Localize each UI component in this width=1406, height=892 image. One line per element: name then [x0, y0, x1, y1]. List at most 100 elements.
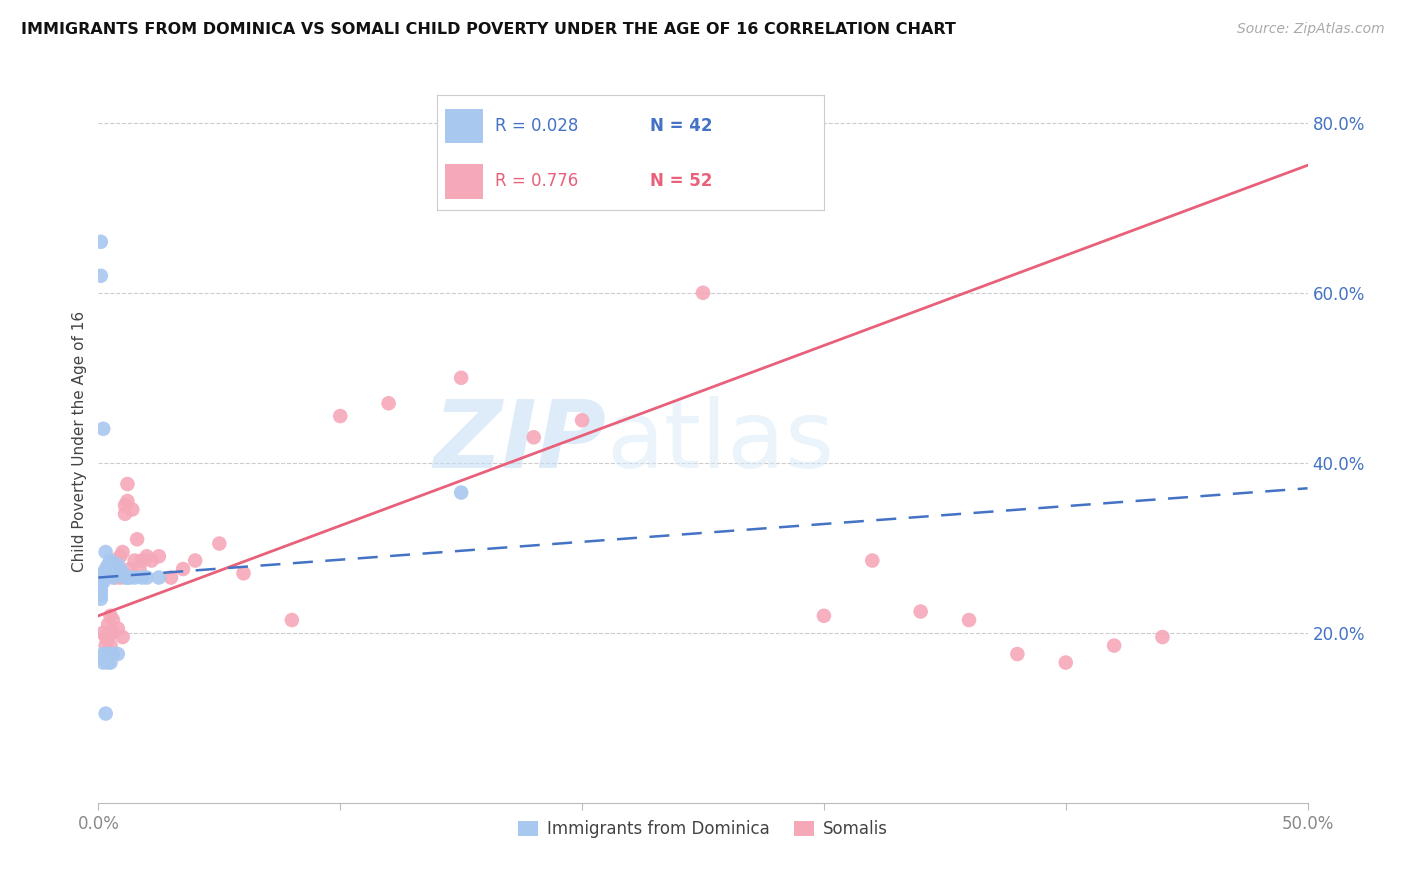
Point	[450, 485, 472, 500]
Point	[118, 570, 141, 584]
Point	[100, 639, 122, 653]
Point	[101, 613, 124, 627]
Point	[101, 647, 124, 661]
Point	[111, 630, 134, 644]
Y-axis label: Child Poverty Under the Age of 16: Child Poverty Under the Age of 16	[72, 311, 87, 572]
Point	[100, 553, 122, 567]
Point	[121, 502, 143, 516]
Point	[141, 553, 163, 567]
Point	[90, 579, 112, 593]
Point	[1152, 630, 1174, 644]
Point	[107, 558, 129, 572]
Text: Source: ZipAtlas.com: Source: ZipAtlas.com	[1237, 22, 1385, 37]
Point	[94, 630, 117, 644]
Point	[101, 647, 124, 661]
Point	[100, 558, 122, 572]
Point	[107, 622, 129, 636]
Point	[135, 549, 157, 564]
Point	[108, 562, 131, 576]
Point	[450, 371, 472, 385]
Point	[131, 570, 153, 584]
Point	[94, 639, 117, 653]
Point	[118, 562, 141, 576]
Point	[208, 536, 231, 550]
Point	[184, 553, 207, 567]
Point	[124, 570, 146, 584]
Point	[160, 570, 183, 584]
Point	[108, 549, 131, 564]
Point	[135, 570, 157, 584]
Point	[128, 562, 150, 576]
Point	[100, 647, 122, 661]
Point	[571, 413, 593, 427]
Point	[860, 553, 883, 567]
Point	[97, 630, 120, 644]
Point	[94, 562, 117, 576]
Point	[114, 507, 136, 521]
Point	[813, 608, 835, 623]
Point	[91, 566, 114, 581]
Point	[100, 608, 122, 623]
Point	[94, 647, 117, 661]
Point	[90, 268, 112, 283]
Point	[91, 625, 114, 640]
Point	[117, 477, 139, 491]
Point	[91, 656, 114, 670]
Point	[90, 574, 112, 589]
Point	[100, 625, 122, 640]
Legend: Immigrants from Dominica, Somalis: Immigrants from Dominica, Somalis	[512, 814, 894, 845]
Point	[97, 558, 120, 572]
Point	[1054, 656, 1077, 670]
Point	[148, 570, 170, 584]
Point	[90, 235, 112, 249]
Point	[101, 566, 124, 581]
Point	[97, 562, 120, 576]
Point	[107, 566, 129, 581]
Point	[692, 285, 714, 300]
Point	[94, 545, 117, 559]
Point	[910, 605, 932, 619]
Point	[127, 533, 149, 547]
Point	[104, 566, 127, 581]
Point	[111, 545, 134, 559]
Point	[957, 613, 980, 627]
Point	[148, 549, 170, 564]
Point	[90, 591, 112, 606]
Point	[94, 566, 117, 581]
Point	[172, 562, 194, 576]
Point	[104, 562, 127, 576]
Point	[124, 553, 146, 567]
Text: IMMIGRANTS FROM DOMINICA VS SOMALI CHILD POVERTY UNDER THE AGE OF 16 CORRELATION: IMMIGRANTS FROM DOMINICA VS SOMALI CHILD…	[21, 22, 956, 37]
Point	[91, 422, 114, 436]
Point	[107, 647, 129, 661]
Point	[131, 553, 153, 567]
Point	[104, 553, 127, 567]
Point	[117, 570, 139, 584]
Point	[97, 617, 120, 632]
Point	[104, 570, 127, 584]
Point	[94, 706, 117, 721]
Point	[97, 656, 120, 670]
Point	[91, 574, 114, 589]
Point	[101, 625, 124, 640]
Point	[97, 566, 120, 581]
Point	[90, 583, 112, 598]
Point	[329, 409, 352, 423]
Point	[94, 570, 117, 584]
Text: atlas: atlas	[606, 395, 835, 488]
Point	[114, 498, 136, 512]
Point	[281, 613, 304, 627]
Point	[91, 651, 114, 665]
Text: ZIP: ZIP	[433, 395, 606, 488]
Point	[1102, 639, 1125, 653]
Point	[523, 430, 546, 444]
Point	[232, 566, 254, 581]
Point	[111, 566, 134, 581]
Point	[117, 494, 139, 508]
Point	[101, 570, 124, 584]
Point	[377, 396, 399, 410]
Point	[90, 588, 112, 602]
Point	[1007, 647, 1029, 661]
Point	[100, 656, 122, 670]
Point	[91, 647, 114, 661]
